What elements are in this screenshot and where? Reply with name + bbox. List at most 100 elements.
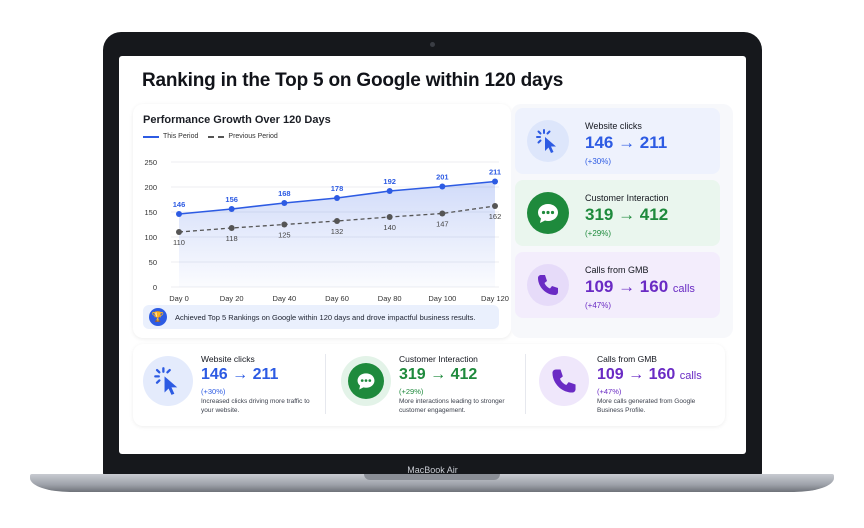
legend-previous-period: Previous Period — [208, 133, 278, 140]
stat-label: Customer Interaction — [585, 193, 669, 203]
bottom-stat-change: (+47%) — [597, 387, 622, 396]
chart-legend: This Period Previous Period — [143, 133, 278, 140]
divider — [325, 354, 326, 414]
stat-value: 319 → 412 — [585, 205, 668, 225]
page-title: Ranking in the Top 5 on Google within 12… — [142, 70, 564, 91]
data-point-previous-period — [334, 218, 340, 224]
laptop-lid: Ranking in the Top 5 on Google within 12… — [103, 32, 762, 477]
banner-text: Achieved Top 5 Rankings on Google within… — [175, 312, 476, 322]
device-brand-label: MacBook Air — [407, 465, 458, 475]
chat-bubble-icon — [527, 192, 569, 234]
data-label-previous-period: 140 — [383, 223, 396, 232]
phone-icon — [527, 264, 569, 306]
bottom-stat-description: More interactions leading to stronger cu… — [399, 398, 505, 414]
data-point-previous-period — [439, 210, 446, 217]
bottom-card-customer-interaction: Customer Interaction 319 → 412 (+29%) Mo… — [331, 344, 521, 426]
data-point-this-period — [281, 200, 288, 206]
phone-icon — [539, 356, 589, 406]
stat-card-customer-interaction: Customer Interaction 319 → 412 (+29%) — [515, 180, 720, 246]
stat-value-text: 109 → 160 — [585, 277, 669, 296]
stat-label: Website clicks — [585, 121, 642, 131]
y-tick-label: 200 — [144, 183, 157, 192]
data-label-this-period: 178 — [331, 184, 344, 193]
y-tick-label: 100 — [144, 233, 157, 242]
laptop-screen: Ranking in the Top 5 on Google within 12… — [119, 56, 746, 454]
stat-change: (+30%) — [585, 157, 612, 166]
data-label-previous-period: 132 — [331, 227, 344, 236]
bottom-stat-description: More calls generated from Google Busines… — [597, 398, 696, 414]
laptop-notch — [364, 474, 500, 480]
bottom-stat-label: Website clicks — [201, 354, 255, 364]
y-tick-label: 0 — [153, 283, 157, 292]
data-point-this-period — [439, 183, 446, 190]
bottom-stat-change: (+29%) — [399, 387, 424, 396]
data-point-this-period — [386, 188, 393, 194]
data-point-previous-period — [281, 221, 288, 228]
data-label-this-period: 146 — [173, 200, 186, 209]
chart-title: Performance Growth Over 120 Days — [143, 114, 331, 126]
achievement-banner: 🏆 Achieved Top 5 Rankings on Google with… — [143, 305, 499, 329]
bottom-stat-description: Increased clicks driving more traffic to… — [201, 398, 310, 414]
data-label-previous-period: 118 — [226, 234, 238, 243]
bottom-stat-label: Calls from GMB — [597, 354, 657, 364]
bottom-stat-unit: calls — [679, 370, 702, 382]
x-tick-label: Day 40 — [272, 294, 296, 303]
data-point-previous-period — [228, 225, 235, 231]
divider — [525, 354, 526, 414]
stat-value-text: 319 → 412 — [585, 205, 669, 224]
bottom-stat-label: Customer Interaction — [399, 354, 478, 364]
data-label-this-period: 201 — [436, 173, 449, 182]
legend-dashed-swatch — [208, 135, 225, 138]
data-label-previous-period: 147 — [436, 220, 449, 229]
trophy-icon: 🏆 — [149, 308, 167, 326]
camera — [430, 42, 435, 47]
legend-label: This Period — [163, 133, 199, 140]
stat-unit: calls — [672, 283, 695, 295]
line-chart: 0 50 100 150 200 250 Day 0 Day 20 Day 40 Day 60 Da… — [144, 158, 509, 303]
stat-card-calls-from-gmb: Calls from GMB 109 → 160 calls (+47%) — [515, 252, 720, 318]
cursor-click-icon — [143, 356, 193, 406]
bottom-card-website-clicks: Website clicks 146 → 211 (+30%) Increase… — [133, 344, 323, 426]
bottom-card-calls-from-gmb: Calls from GMB 109 → 160 calls (+47%) Mo… — [529, 344, 719, 426]
stat-label: Calls from GMB — [585, 265, 649, 275]
series-area-this-period — [179, 181, 495, 287]
bottom-stat-change: (+30%) — [201, 387, 226, 396]
cursor-click-icon — [527, 120, 569, 162]
chart-card: Performance Growth Over 120 Days This Pe… — [133, 104, 511, 338]
data-label-previous-period: 162 — [489, 212, 502, 221]
data-point-this-period — [176, 211, 182, 217]
legend-this-period: This Period — [143, 133, 198, 140]
data-label-this-period: 192 — [383, 177, 396, 186]
stat-value: 146 → 211 — [585, 133, 667, 153]
stat-card-website-clicks: Website clicks 146 → 211 (+30%) — [515, 108, 720, 174]
y-tick-label: 50 — [149, 258, 157, 267]
stat-value: 109 → 160 calls — [585, 277, 695, 297]
data-point-this-period — [492, 178, 498, 185]
stat-change: (+29%) — [585, 229, 612, 238]
x-tick-label: Day 80 — [378, 294, 402, 303]
x-tick-label: Day 0 — [169, 294, 189, 303]
data-point-previous-period — [176, 229, 182, 235]
chat-bubble-icon — [341, 356, 391, 406]
bottom-stat-value: 319 → 412 — [399, 366, 478, 383]
x-tick-label: Day 120 — [481, 294, 509, 303]
x-tick-label: Day 100 — [428, 294, 456, 303]
x-tick-label: Day 20 — [220, 294, 244, 303]
data-label-this-period: 211 — [489, 168, 501, 177]
legend-label: Previous Period — [228, 133, 278, 140]
stat-change: (+47%) — [585, 301, 612, 310]
y-tick-label: 150 — [144, 208, 157, 217]
stat-value-text: 146 → 211 — [585, 133, 668, 152]
side-stats-panel: Website clicks 146 → 211 (+30%) Customer… — [511, 104, 733, 338]
y-tick-label: 250 — [144, 158, 157, 167]
legend-solid-swatch — [143, 135, 159, 138]
laptop-base — [30, 474, 834, 492]
data-point-this-period — [334, 195, 340, 201]
x-tick-label: Day 60 — [325, 294, 349, 303]
bottom-stat-value: 109 → 160 calls — [597, 366, 702, 384]
bottom-stat-value-text: 109 → 160 — [597, 366, 676, 383]
bottom-stats-row: Website clicks 146 → 211 (+30%) Increase… — [133, 344, 725, 426]
data-point-previous-period — [386, 214, 393, 220]
bottom-stat-value: 146 → 211 — [201, 366, 279, 383]
data-label-this-period: 156 — [225, 195, 238, 204]
